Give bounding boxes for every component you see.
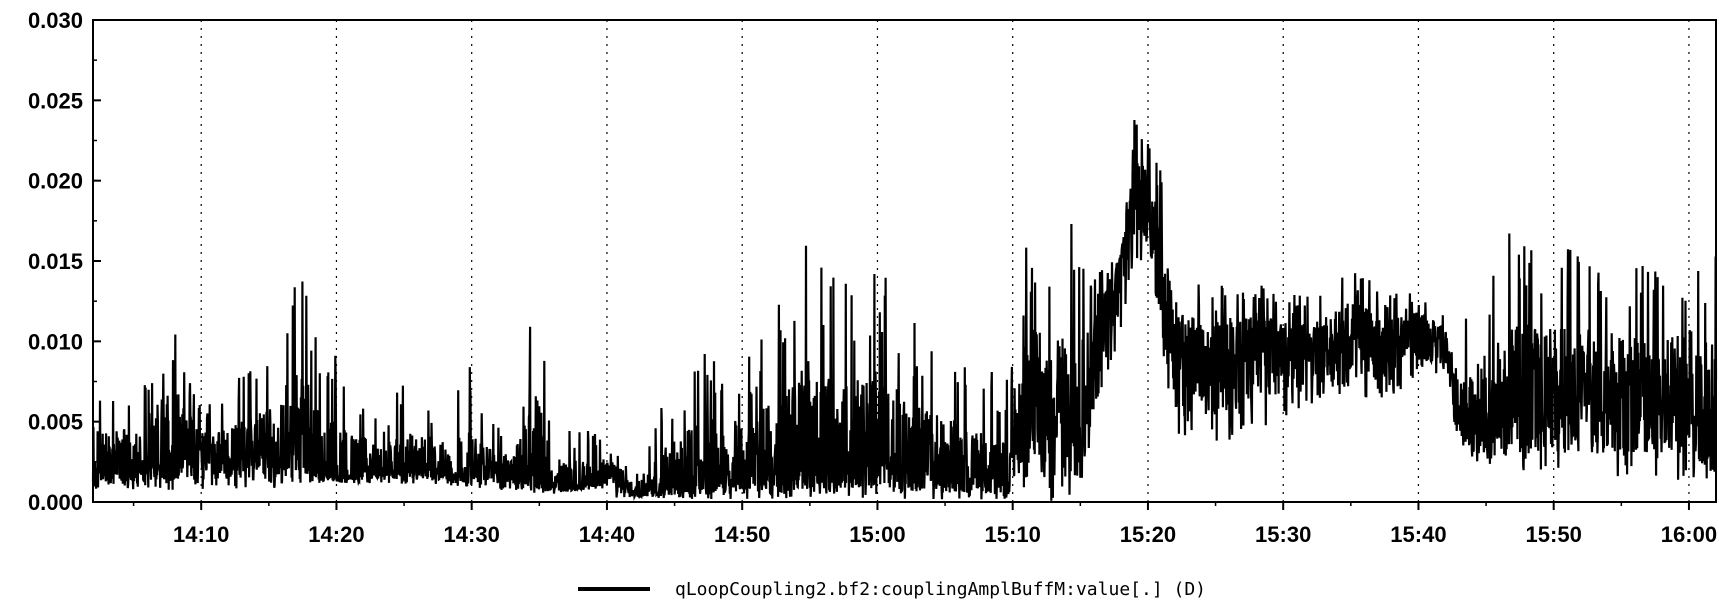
x-tick-label: 15:00 [849, 522, 905, 547]
x-tick-label: 14:50 [714, 522, 770, 547]
y-tick-label: 0.005 [28, 410, 83, 435]
x-tick-label: 15:50 [1526, 522, 1582, 547]
y-tick-label: 0.015 [28, 249, 83, 274]
legend-label: qLoopCoupling2.bf2:couplingAmplBuffM:val… [675, 579, 1206, 600]
x-tick-label: 15:20 [1120, 522, 1176, 547]
y-tick-label: 0.025 [28, 88, 83, 113]
x-tick-label: 14:40 [579, 522, 635, 547]
x-axis: 14:10 14:20 14:30 14:40 14:50 15:00 15:10 15:20… [132, 502, 1717, 547]
x-tick-label: 16:00 [1661, 522, 1717, 547]
x-tick-label: 14:20 [308, 522, 364, 547]
x-gridlines [200, 20, 1690, 502]
legend: qLoopCoupling2.bf2:couplingAmplBuffM:val… [578, 579, 1206, 600]
y-tick-label: 0.030 [28, 8, 83, 33]
data-series-layer [91, 119, 1718, 501]
x-tick-label: 15:10 [985, 522, 1041, 547]
y-tick-label: 0.020 [28, 169, 83, 194]
x-tick-label: 14:30 [444, 522, 500, 547]
x-tick-label: 15:30 [1255, 522, 1311, 547]
series-line [91, 119, 1718, 501]
y-axis: 0.000 0.005 0.010 0.015 0.020 0.025 0.030 [28, 8, 101, 515]
y-tick-label: 0.000 [28, 490, 83, 515]
x-tick-label: 15:40 [1390, 522, 1446, 547]
y-tick-label: 0.010 [28, 329, 83, 354]
x-tick-label: 14:10 [173, 522, 229, 547]
